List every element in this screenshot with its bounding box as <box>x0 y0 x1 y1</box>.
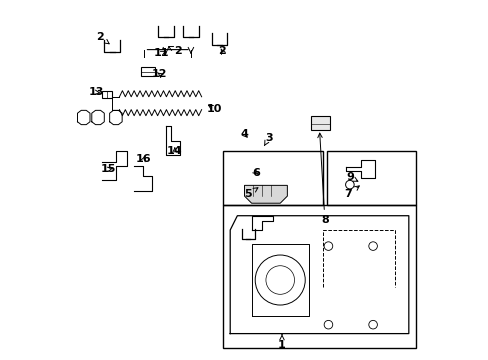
Text: 7: 7 <box>344 186 359 199</box>
Text: 3: 3 <box>264 133 272 146</box>
Text: 2: 2 <box>218 46 226 57</box>
Bar <box>223 205 415 348</box>
Text: 10: 10 <box>206 104 222 113</box>
Text: 16: 16 <box>136 154 151 164</box>
Text: 4: 4 <box>240 129 248 139</box>
Bar <box>310 116 329 130</box>
Text: 12: 12 <box>152 69 167 79</box>
Text: 15: 15 <box>100 164 116 174</box>
Text: 14: 14 <box>167 147 183 157</box>
Text: 1: 1 <box>278 334 285 350</box>
Text: 9: 9 <box>345 172 357 182</box>
Text: 8: 8 <box>317 133 328 225</box>
Text: 13: 13 <box>88 87 104 98</box>
Bar <box>141 67 155 76</box>
Bar <box>326 152 415 205</box>
Polygon shape <box>244 185 287 203</box>
Bar <box>223 152 323 205</box>
Bar <box>102 91 112 98</box>
Text: 2: 2 <box>96 32 109 44</box>
Text: 11: 11 <box>154 48 169 58</box>
Text: 6: 6 <box>252 168 260 178</box>
Text: 2: 2 <box>168 46 182 57</box>
Text: 5: 5 <box>244 188 257 199</box>
